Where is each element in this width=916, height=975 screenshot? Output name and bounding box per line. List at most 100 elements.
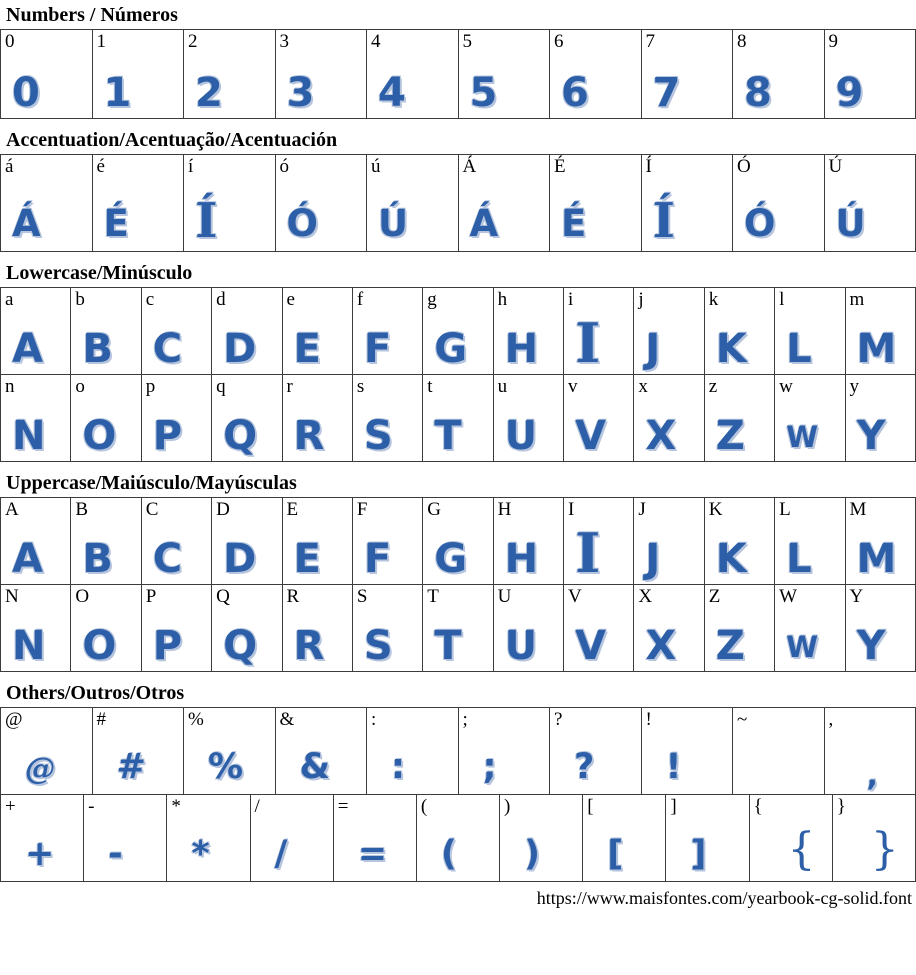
char-label: u <box>497 376 508 397</box>
char-label: 1 <box>96 31 107 52</box>
glyph-preview: ) <box>524 833 541 874</box>
glyph-preview: F <box>363 326 392 372</box>
section-title: Others/Outros/Otros <box>6 682 185 704</box>
char-label: ( <box>420 796 428 817</box>
char-label: q <box>216 376 226 397</box>
cell--: -- <box>83 794 168 882</box>
char-label: ! <box>645 709 652 730</box>
glyph-preview: T <box>434 623 462 669</box>
char-label: e <box>286 289 295 310</box>
section-title: Numbers / Números <box>6 4 178 26</box>
section-others: Others/Outros/Otros @ @ # #%% & &::;;??!! ~,, + +… <box>0 682 916 882</box>
glyph-preview: U <box>504 623 538 669</box>
char-label: 8 <box>737 31 747 52</box>
glyph-preview: + <box>25 833 55 874</box>
char-label: 4 <box>371 31 381 52</box>
char-label: Á <box>462 156 477 177</box>
char-label: V <box>568 586 582 607</box>
glyph-preview: S <box>363 413 393 459</box>
glyph-preview: Í <box>195 193 218 250</box>
cell-&: & & <box>274 707 367 795</box>
glyph-preview: 7 <box>652 70 681 116</box>
char-label: , <box>828 709 834 730</box>
glyph-preview: @ <box>25 751 55 787</box>
glyph-preview: G <box>434 536 468 582</box>
glyph-preview: T <box>434 413 462 459</box>
char-label: E <box>286 499 299 520</box>
glyph-preview: J <box>645 536 661 582</box>
char-label: K <box>708 499 723 520</box>
cell-@: @ @ <box>0 707 93 795</box>
cell-inner: ;; <box>459 709 549 794</box>
char-label: # <box>96 709 107 730</box>
glyph-preview: N <box>12 623 46 669</box>
cell-inner: -- <box>85 796 166 881</box>
glyph-preview: P <box>152 623 183 669</box>
char-label: 2 <box>188 31 198 52</box>
glyph-preview: K <box>715 536 747 582</box>
char-label: T <box>427 586 439 607</box>
char-label: ) <box>504 796 511 817</box>
glyph-preview: M <box>856 326 897 372</box>
section-numbers: Numbers / Números 0 0 1 1 2 2 3 3 4 4 5 5 6 6 7 7 8 8 9 9 <box>0 4 916 119</box>
cell-(: (( <box>415 794 501 882</box>
char-label: n <box>5 376 15 397</box>
glyph-preview: 4 <box>378 70 406 116</box>
cell-inner: @ @ <box>1 709 91 794</box>
cell-inner: [[ <box>584 796 665 881</box>
char-label: ? <box>554 709 563 730</box>
glyph-preview: I <box>575 521 601 585</box>
char-label: ó <box>279 156 290 177</box>
glyph-preview: * <box>191 833 210 874</box>
cell-inner: :: <box>367 709 457 794</box>
section-uppercase: Uppercase/Maiúsculo/Mayúsculas A A B B C C D D E E… <box>0 472 916 672</box>
char-label: : <box>371 709 377 730</box>
char-label: k <box>708 289 719 310</box>
cell-*: * * <box>166 794 251 882</box>
cell-,: ,, <box>823 707 916 795</box>
glyph-preview: C <box>152 326 183 372</box>
char-label: * <box>171 796 181 817</box>
glyph-preview: 1 <box>103 70 132 116</box>
char-label: % <box>188 709 204 730</box>
